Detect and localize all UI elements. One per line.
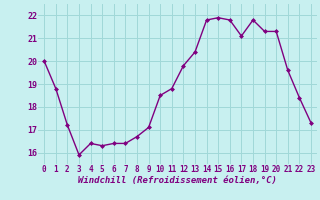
X-axis label: Windchill (Refroidissement éolien,°C): Windchill (Refroidissement éolien,°C) [78, 176, 277, 185]
